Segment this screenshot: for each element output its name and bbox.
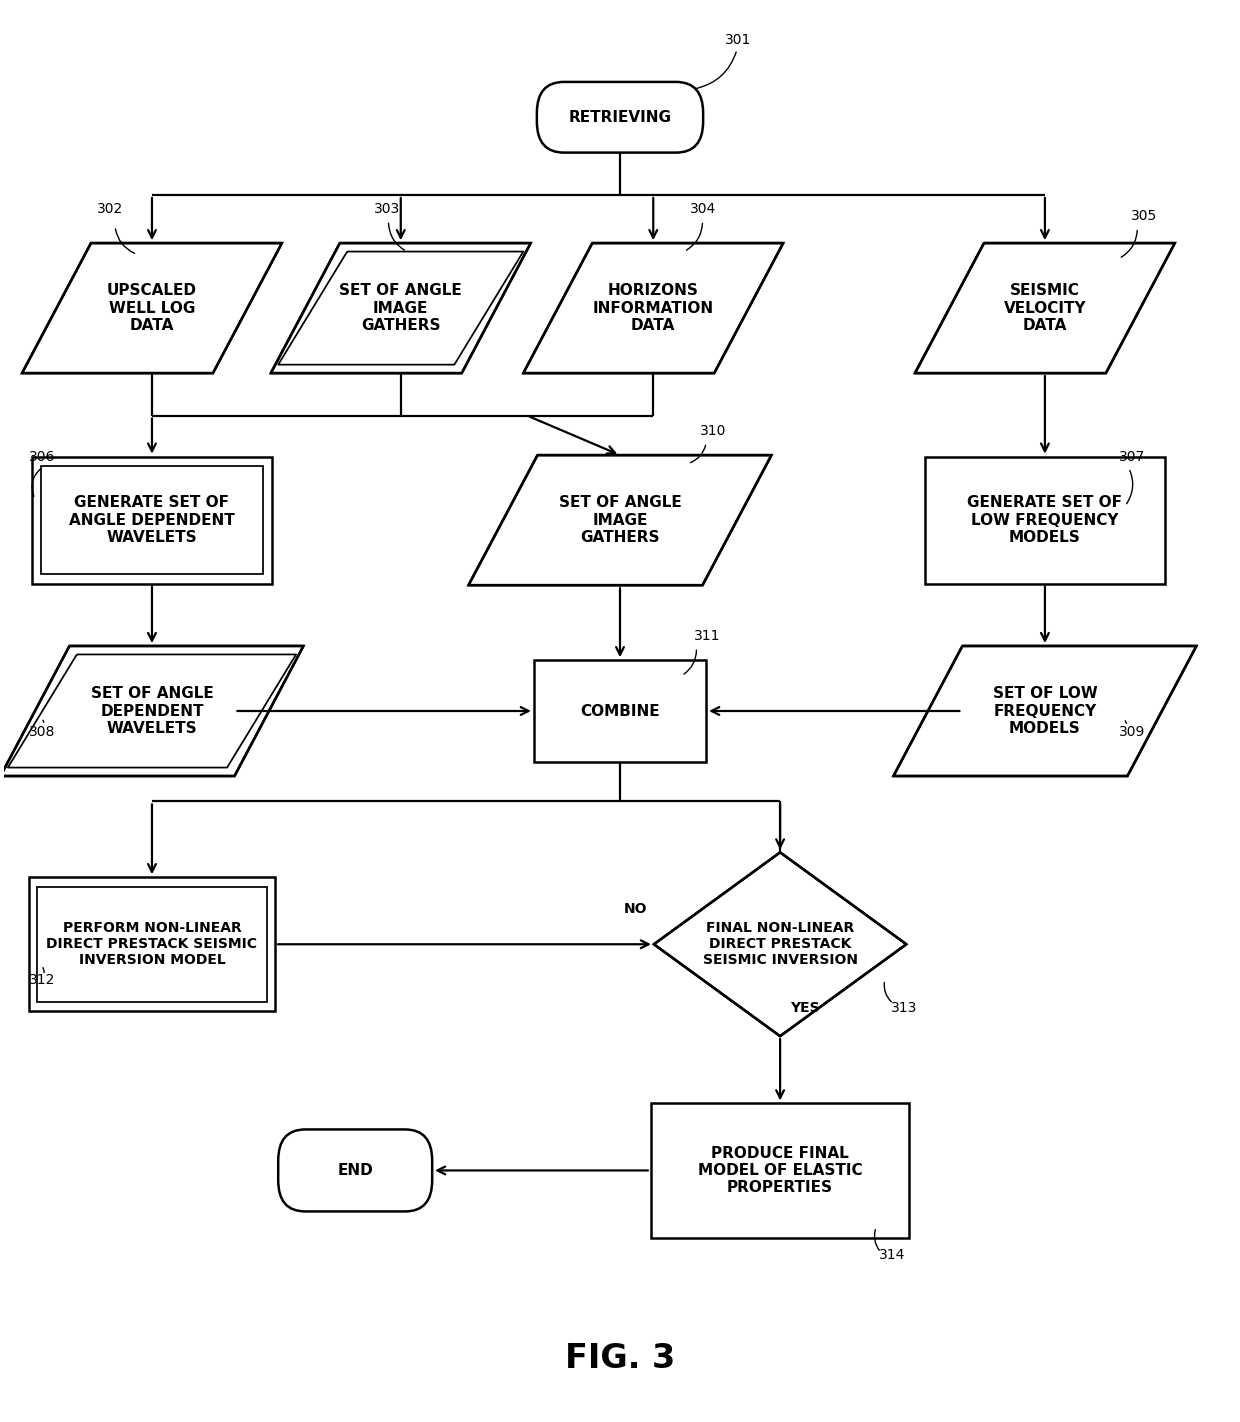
Bar: [925, 456, 1166, 584]
Text: SEISMIC
VELOCITY
DATA: SEISMIC VELOCITY DATA: [1003, 283, 1086, 333]
Polygon shape: [894, 646, 1197, 776]
Text: SET OF ANGLE
IMAGE
GATHERS: SET OF ANGLE IMAGE GATHERS: [559, 495, 681, 545]
Text: SET OF ANGLE
IMAGE
GATHERS: SET OF ANGLE IMAGE GATHERS: [340, 283, 463, 333]
Polygon shape: [22, 243, 281, 373]
Bar: [32, 456, 272, 584]
Text: 310: 310: [701, 424, 727, 438]
Text: SET OF LOW
FREQUENCY
MODELS: SET OF LOW FREQUENCY MODELS: [992, 685, 1097, 737]
Text: 314: 314: [879, 1249, 905, 1263]
Text: 305: 305: [1131, 209, 1157, 223]
Bar: [29, 877, 275, 1011]
FancyBboxPatch shape: [278, 1129, 433, 1212]
Text: GENERATE SET OF
ANGLE DEPENDENT
WAVELETS: GENERATE SET OF ANGLE DEPENDENT WAVELETS: [69, 495, 234, 545]
Text: 313: 313: [892, 1001, 918, 1015]
Text: 304: 304: [691, 202, 717, 216]
Text: PERFORM NON-LINEAR
DIRECT PRESTACK SEISMIC
INVERSION MODEL: PERFORM NON-LINEAR DIRECT PRESTACK SEISM…: [46, 921, 258, 967]
Bar: [533, 660, 707, 762]
Text: FIG. 3: FIG. 3: [565, 1342, 675, 1375]
Text: 303: 303: [373, 202, 401, 216]
Polygon shape: [270, 243, 531, 373]
Text: SET OF ANGLE
DEPENDENT
WAVELETS: SET OF ANGLE DEPENDENT WAVELETS: [91, 685, 213, 737]
Text: END: END: [337, 1163, 373, 1177]
Bar: [37, 887, 267, 1001]
Text: 301: 301: [724, 33, 751, 47]
Bar: [41, 466, 263, 574]
Text: 302: 302: [97, 202, 123, 216]
Text: HORIZONS
INFORMATION
DATA: HORIZONS INFORMATION DATA: [593, 283, 714, 333]
Polygon shape: [915, 243, 1174, 373]
Text: 311: 311: [694, 629, 720, 643]
Text: 312: 312: [29, 973, 55, 987]
Text: 307: 307: [1118, 449, 1145, 464]
FancyBboxPatch shape: [537, 82, 703, 152]
Text: FINAL NON-LINEAR
DIRECT PRESTACK
SEISMIC INVERSION: FINAL NON-LINEAR DIRECT PRESTACK SEISMIC…: [703, 921, 858, 967]
Polygon shape: [653, 852, 906, 1037]
Text: NO: NO: [624, 902, 647, 916]
Text: PRODUCE FINAL
MODEL OF ELASTIC
PROPERTIES: PRODUCE FINAL MODEL OF ELASTIC PROPERTIE…: [698, 1146, 863, 1196]
Polygon shape: [523, 243, 784, 373]
Text: 308: 308: [29, 725, 55, 739]
Text: GENERATE SET OF
LOW FREQUENCY
MODELS: GENERATE SET OF LOW FREQUENCY MODELS: [967, 495, 1122, 545]
Text: RETRIEVING: RETRIEVING: [568, 109, 672, 125]
Text: COMBINE: COMBINE: [580, 704, 660, 718]
Text: 306: 306: [29, 449, 55, 464]
Bar: [651, 1103, 909, 1237]
Text: UPSCALED
WELL LOG
DATA: UPSCALED WELL LOG DATA: [107, 283, 197, 333]
Text: YES: YES: [790, 1001, 820, 1015]
Text: 309: 309: [1118, 725, 1146, 739]
Polygon shape: [469, 455, 771, 586]
Polygon shape: [0, 646, 304, 776]
